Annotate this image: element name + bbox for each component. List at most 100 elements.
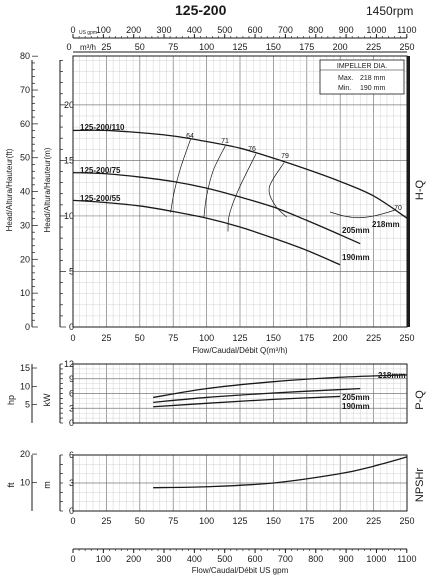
hq-diameter-label: 190mm (342, 253, 370, 262)
pq-hp-tick-label: 10 (20, 381, 30, 391)
hq-efficiency-label: 70 (394, 205, 402, 212)
pq-frame (72, 363, 408, 424)
pq-hp-tick-label: 5 (25, 400, 30, 410)
m3h-top-tick-label: 225 (366, 42, 381, 52)
hq-ft-tick-label: 20 (20, 254, 30, 264)
npsh-m-tick-label: 6 (69, 450, 74, 460)
usgpm-top-tick-label: 500 (217, 25, 232, 35)
npsh-x-tick-label: 150 (266, 516, 281, 526)
hq-ft-tick-label: 40 (20, 187, 30, 197)
hq-ft-tick-label: 80 (20, 51, 30, 61)
npsh-frame (72, 454, 408, 512)
usgpm-bottom-tick-label: 800 (308, 554, 323, 564)
chart-title: 125-200 (175, 2, 227, 18)
usgpm-top-tick-label: 700 (278, 25, 293, 35)
m3h-top-tick-label: 125 (232, 42, 247, 52)
hq-efficiency-line-64 (170, 139, 191, 213)
hq-x-tick-label: 125 (232, 333, 247, 343)
m3h-top-tick-label: 0 (66, 42, 71, 52)
hq-efficiency-label: 76 (248, 146, 256, 153)
hq-efficiency-line-76 (227, 153, 257, 232)
pq-kw-tick-label: 0 (69, 418, 74, 428)
usgpm-bottom-tick-label: 300 (157, 554, 172, 564)
hq-m-tick-label: 5 (69, 266, 74, 276)
hq-efficiency-line-71 (203, 145, 226, 218)
usgpm-bottom-label: Flow/Caudal/Débit US gpm (192, 566, 289, 575)
pump-speed: 1450rpm (366, 4, 414, 18)
usgpm-bottom-tick-label: 100 (96, 554, 111, 564)
hq-efficiency-label: 64 (186, 133, 194, 140)
npsh-side-label: NPSHr (414, 468, 426, 503)
pq-ylabel-hp: hp (6, 395, 16, 405)
m3h-top-tick-label: 100 (199, 42, 214, 52)
pq-curve-218mm (153, 374, 408, 399)
pq-curve-205mm (153, 387, 361, 403)
usgpm-top-tick-label: 1100 (397, 25, 416, 35)
hq-x-tick-label: 75 (168, 333, 178, 343)
hq-x-tick-label: 0 (70, 333, 75, 343)
npsh-x-tick-label: 250 (399, 516, 414, 526)
npsh-m-tick-label: 3 (69, 478, 74, 488)
hq-m-tick-label: 10 (64, 211, 74, 221)
pq-kw-tick-label: 12 (64, 359, 74, 369)
pq-hp-tick-label: 15 (20, 363, 30, 373)
hq-x-tick-label: 175 (299, 333, 314, 343)
hq-xlabel: Flow/Caudal/Débit Q(m³/h) (192, 346, 287, 355)
npsh-ylabel-ft: ft (6, 482, 16, 488)
usgpm-bottom-tick-label: 400 (187, 554, 202, 564)
hq-curve-205mm (72, 171, 361, 245)
impeller-box (319, 59, 405, 95)
usgpm-bottom-tick-label: 1000 (366, 554, 386, 564)
hq-ft-tick-label: 0 (25, 322, 30, 332)
hq-x-tick-label: 150 (266, 333, 281, 343)
usgpm-bottom-tick-label: 700 (278, 554, 293, 564)
usgpm-top-tick-label: 100 (96, 25, 111, 35)
hq-diameter-label: 218mm (372, 220, 400, 229)
hq-curve-218mm (72, 129, 408, 219)
hq-m-tick-label: 20 (64, 100, 74, 110)
npsh-x-tick-label: 50 (135, 516, 145, 526)
npsh-ft-tick-label: 20 (20, 449, 30, 459)
pq-kw-tick-label: 3 (69, 403, 74, 413)
hq-ft-tick-label: 50 (20, 153, 30, 163)
usgpm-bottom-tick-label: 0 (70, 554, 75, 564)
npsh-ft-tick-label: 10 (20, 478, 30, 488)
npsh-curve (153, 456, 408, 489)
impeller-max-label: Max. (338, 75, 353, 82)
m3h-top-tick-label: 250 (399, 42, 414, 52)
usgpm-top-tick-label: 300 (157, 25, 172, 35)
npsh-x-tick-label: 25 (101, 516, 111, 526)
npsh-x-tick-label: 100 (199, 516, 214, 526)
impeller-min-label: Min. (338, 85, 351, 92)
hq-efficiency-label: 71 (221, 138, 229, 145)
usgpm-top-tick-label: 900 (339, 25, 354, 35)
hq-series-label: 125-200/55 (80, 194, 121, 203)
npsh-x-tick-label: 125 (232, 516, 247, 526)
usgpm-bottom-tick-label: 200 (126, 554, 141, 564)
hq-right-bar (407, 56, 410, 327)
hq-x-tick-label: 100 (199, 333, 214, 343)
hq-ylabel-ft: Head/Altura/Hauteur(ft) (5, 148, 14, 231)
npsh-ylabel-m: m (42, 481, 52, 489)
hq-ft-tick-label: 70 (20, 85, 30, 95)
m3h-top-tick-label: 175 (299, 42, 314, 52)
m3h-top-tick-label: 50 (135, 42, 145, 52)
npsh-x-tick-label: 225 (366, 516, 381, 526)
m3h-top-tick-label: 25 (101, 42, 111, 52)
usgpm-top-tick-label: 600 (248, 25, 263, 35)
npsh-x-tick-label: 75 (168, 516, 178, 526)
usgpm-top-tick-label: 1000 (366, 25, 386, 35)
hq-series-label: 125-200/75 (80, 166, 121, 175)
hq-m-tick-label: 0 (69, 322, 74, 332)
usgpm-top-unit: US gpm (79, 30, 97, 36)
usgpm-bottom-tick-label: 900 (339, 554, 354, 564)
hq-series-label: 125-200/110 (80, 123, 125, 132)
usgpm-top-tick-label: 0 (70, 25, 75, 35)
hq-efficiency-line-79 (268, 162, 288, 218)
hq-efficiency-label: 79 (281, 153, 289, 160)
m3h-top-tick-label: 200 (333, 42, 348, 52)
hq-ft-tick-label: 10 (20, 288, 30, 298)
impeller-min-value: 190 mm (360, 85, 385, 92)
pq-curve-190mm (153, 395, 341, 408)
